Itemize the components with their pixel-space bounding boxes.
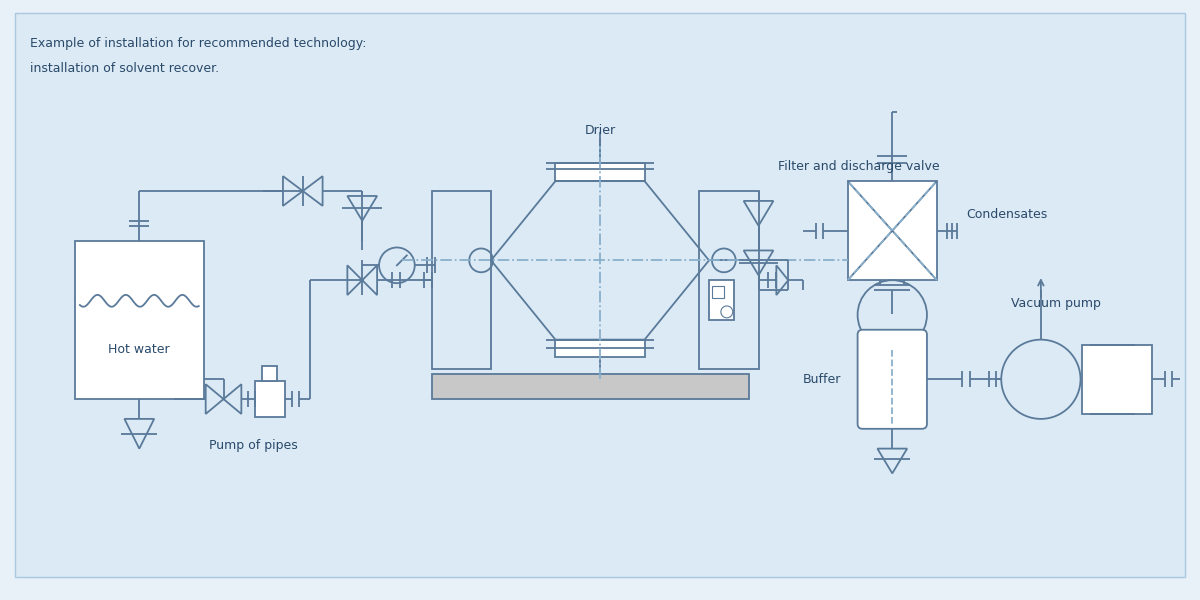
Bar bbox=[1082, 344, 1152, 414]
Text: Example of installation for recommended technology:: Example of installation for recommended … bbox=[30, 37, 367, 50]
Bar bbox=[556, 163, 644, 181]
Bar bbox=[712, 286, 724, 298]
Bar bbox=[709, 280, 733, 320]
Text: Hot water: Hot water bbox=[108, 343, 170, 356]
Text: Vacuum pump: Vacuum pump bbox=[1012, 297, 1102, 310]
Text: Buffer: Buffer bbox=[803, 373, 841, 386]
Bar bbox=[262, 367, 277, 381]
Bar bbox=[432, 374, 749, 399]
Text: Drier: Drier bbox=[584, 124, 616, 137]
Text: Filter and discharge valve: Filter and discharge valve bbox=[779, 160, 940, 173]
Bar bbox=[74, 241, 204, 399]
Bar bbox=[556, 340, 644, 358]
Text: installation of solvent recover.: installation of solvent recover. bbox=[30, 62, 220, 75]
Text: Pump of pipes: Pump of pipes bbox=[209, 439, 298, 452]
Bar bbox=[432, 191, 491, 370]
Bar bbox=[700, 191, 758, 370]
Bar bbox=[847, 181, 937, 280]
Text: Condensates: Condensates bbox=[966, 208, 1048, 221]
Bar bbox=[256, 381, 284, 417]
FancyBboxPatch shape bbox=[858, 330, 926, 429]
